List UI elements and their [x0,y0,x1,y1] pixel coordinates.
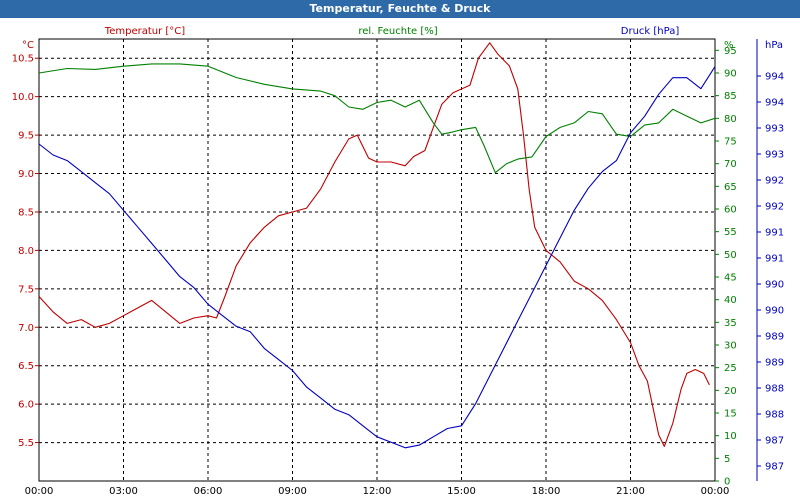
humidity-tick-label: 60 [724,205,737,216]
window-title: Temperatur, Feuchte & Druck [0,0,800,18]
x-tick-time: 15:00 [447,486,476,497]
pressure-axis-label: Druck [hPa] [621,26,680,37]
temperature-tick-label: 6.5 [18,361,34,372]
humidity-tick-label: 10 [724,431,737,442]
humidity-tick-label: 65 [724,182,737,193]
humidity-tick-label: 35 [724,318,737,329]
x-tick-time: 18:00 [532,486,561,497]
temperature-tick-label: 10.5 [12,54,34,65]
humidity-tick-label: 15 [724,409,737,420]
pressure-tick-label: 994 [765,98,784,109]
humidity-tick-label: 70 [724,159,737,170]
temperature-tick-label: 8.0 [18,246,34,257]
humidity-tick-label: 30 [724,341,737,352]
pressure-tick-label: 988 [765,410,784,421]
humidity-tick-label: 95 [724,46,737,57]
x-tick-time: 06:00 [194,486,223,497]
temperature-ticks: 10.5 10.0 9.5 9.0 8.5 8.0 7.5 7.0 6.5 6.0 5.5 [12,54,39,449]
temperature-unit-label: °C [22,40,34,51]
pressure-tick-label: 990 [765,306,784,317]
temperature-tick-label: 7.5 [18,284,34,295]
x-tick-time: 00:00 [701,486,730,497]
time-ticks: 00:0007.11.1903:0007.11.1906:0007.11.190… [17,486,738,500]
pressure-tick-label: 988 [765,384,784,395]
pressure-unit-label: hPa [765,40,783,51]
x-tick-time: 21:00 [616,486,645,497]
pressure-tick-label: 987 [765,462,784,473]
temperature-tick-label: 8.5 [18,207,34,218]
pressure-tick-label: 991 [765,228,784,239]
chart-area: Temperatur [°C] rel. Feuchte [%] Druck [… [0,18,800,500]
pressure-tick-label: 993 [765,124,784,135]
x-tick-time: 09:00 [278,486,307,497]
temperature-tick-label: 9.5 [18,131,34,142]
humidity-tick-label: 45 [724,273,737,284]
humidity-tick-label: 55 [724,227,737,238]
humidity-tick-label: 20 [724,386,737,397]
temperature-tick-label: 6.0 [18,400,34,411]
humidity-tick-label: 40 [724,295,737,306]
humidity-tick-label: 5 [724,454,730,465]
x-tick-time: 00:00 [25,486,54,497]
x-tick-time: 12:00 [363,486,392,497]
pressure-tick-label: 987 [765,436,784,447]
temperature-tick-label: 10.0 [12,92,34,103]
pressure-tick-label: 992 [765,176,784,187]
pressure-tick-label: 994 [765,72,784,83]
temperature-tick-label: 9.0 [18,169,34,180]
pressure-ticks: 994 994 993 993 992 992 991 991 990 990 989 989 988 9… [757,39,784,481]
humidity-tick-label: 75 [724,137,737,148]
temperature-axis-label: Temperatur [°C] [104,26,185,37]
humidity-tick-label: 85 [724,91,737,102]
humidity-tick-label: 90 [724,69,737,80]
pressure-tick-label: 989 [765,358,784,369]
pressure-tick-label: 993 [765,150,784,161]
x-tick-time: 03:00 [109,486,138,497]
humidity-tick-label: 50 [724,250,737,261]
humidity-tick-label: 25 [724,363,737,374]
pressure-tick-label: 989 [765,332,784,343]
pressure-tick-label: 991 [765,254,784,265]
temperature-tick-label: 7.0 [18,323,34,334]
pressure-tick-label: 992 [765,202,784,213]
humidity-axis-label: rel. Feuchte [%] [358,26,437,37]
temperature-tick-label: 5.5 [18,438,34,449]
humidity-tick-label: 80 [724,114,737,125]
pressure-tick-label: 990 [765,280,784,291]
